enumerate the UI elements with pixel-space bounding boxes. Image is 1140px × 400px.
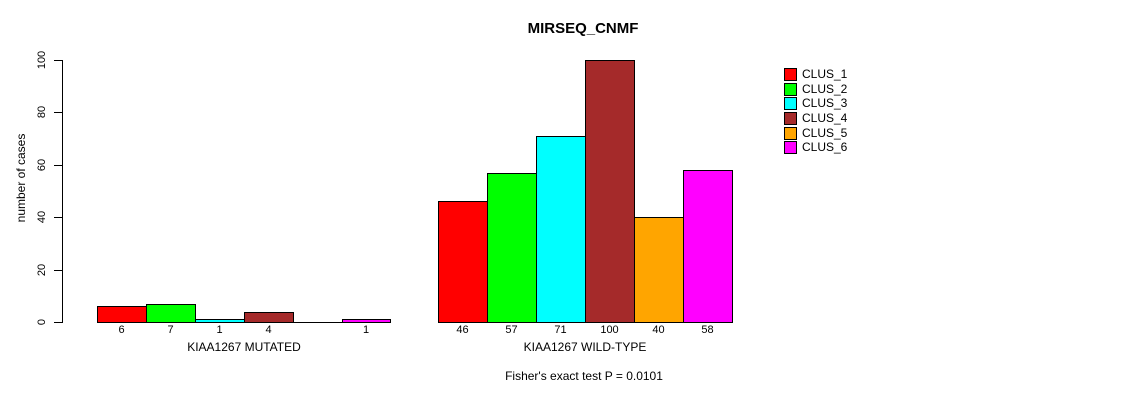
- group-label-mutated: KIAA1267 MUTATED: [187, 340, 301, 354]
- legend-item-clus-3: CLUS_3: [784, 96, 847, 111]
- legend-item-clus-5: CLUS_5: [784, 126, 847, 141]
- legend: CLUS_1 CLUS_2 CLUS_3 CLUS_4 CLUS_5 CLUS_6: [784, 67, 847, 155]
- bar-value-label: 57: [505, 324, 518, 336]
- bar-value-label: 1: [216, 324, 223, 336]
- bar-value-label: 1: [362, 324, 370, 336]
- legend-swatch: [784, 126, 797, 140]
- bar-clus-2: [487, 173, 537, 323]
- bar-clus-3: [195, 319, 245, 323]
- bar-value-label: 40: [652, 324, 665, 336]
- bar-value-label: 71: [554, 324, 567, 336]
- bar-clus-6: [342, 319, 391, 323]
- y-tick-mark: [54, 112, 62, 113]
- legend-swatch: [784, 141, 797, 155]
- legend-label: CLUS_4: [802, 110, 848, 125]
- bar-clus-4: [585, 60, 635, 323]
- legend-label: CLUS_2: [802, 81, 848, 96]
- y-tick-mark: [54, 270, 62, 271]
- legend-swatch: [784, 111, 797, 125]
- group-label-wild-type: KIAA1267 WILD-TYPE: [523, 340, 647, 354]
- y-axis-line: [62, 60, 63, 323]
- legend-label: CLUS_6: [802, 140, 848, 155]
- bar-clus-1: [97, 306, 147, 323]
- legend-item-clus-2: CLUS_2: [784, 82, 847, 97]
- bar-value-label: 100: [600, 324, 619, 336]
- bar-clus-3: [536, 136, 586, 323]
- bar-clus-1: [438, 201, 488, 323]
- legend-swatch: [784, 97, 797, 111]
- y-tick-label: 60: [36, 158, 48, 172]
- y-tick-label: 80: [36, 105, 48, 119]
- chart-title: MIRSEQ_CNMF: [527, 20, 639, 37]
- legend-swatch: [784, 67, 797, 81]
- y-tick-mark: [54, 322, 62, 323]
- bar-clus-6: [683, 170, 733, 323]
- bar-value-label: 46: [456, 324, 469, 336]
- bar-value-label: 6: [118, 324, 125, 336]
- y-axis-label: number of cases: [14, 133, 28, 223]
- legend-item-clus-6: CLUS_6: [784, 140, 847, 155]
- legend-item-clus-1: CLUS_1: [784, 67, 847, 82]
- legend-label: CLUS_3: [802, 96, 848, 111]
- y-tick-label: 100: [36, 50, 48, 70]
- y-tick-mark: [54, 165, 62, 166]
- bar-value-label: 58: [701, 324, 714, 336]
- legend-label: CLUS_5: [802, 125, 848, 140]
- y-tick-label: 40: [36, 210, 48, 224]
- bar-value-label: 4: [265, 324, 272, 336]
- y-tick-mark: [54, 60, 62, 61]
- bar-clus-2: [146, 304, 196, 323]
- bar-value-label: 7: [167, 324, 174, 336]
- legend-item-clus-4: CLUS_4: [784, 111, 847, 126]
- legend-label: CLUS_1: [802, 66, 848, 81]
- bar-clus-5: [634, 217, 684, 323]
- y-tick-mark: [54, 217, 62, 218]
- fisher-test-annotation: Fisher's exact test P = 0.0101: [505, 369, 663, 383]
- bar-clus-5-zero: [293, 322, 343, 323]
- legend-swatch: [784, 82, 797, 96]
- y-tick-label: 20: [36, 263, 48, 277]
- bar-clus-4: [244, 312, 294, 323]
- y-tick-label: 0: [36, 318, 48, 326]
